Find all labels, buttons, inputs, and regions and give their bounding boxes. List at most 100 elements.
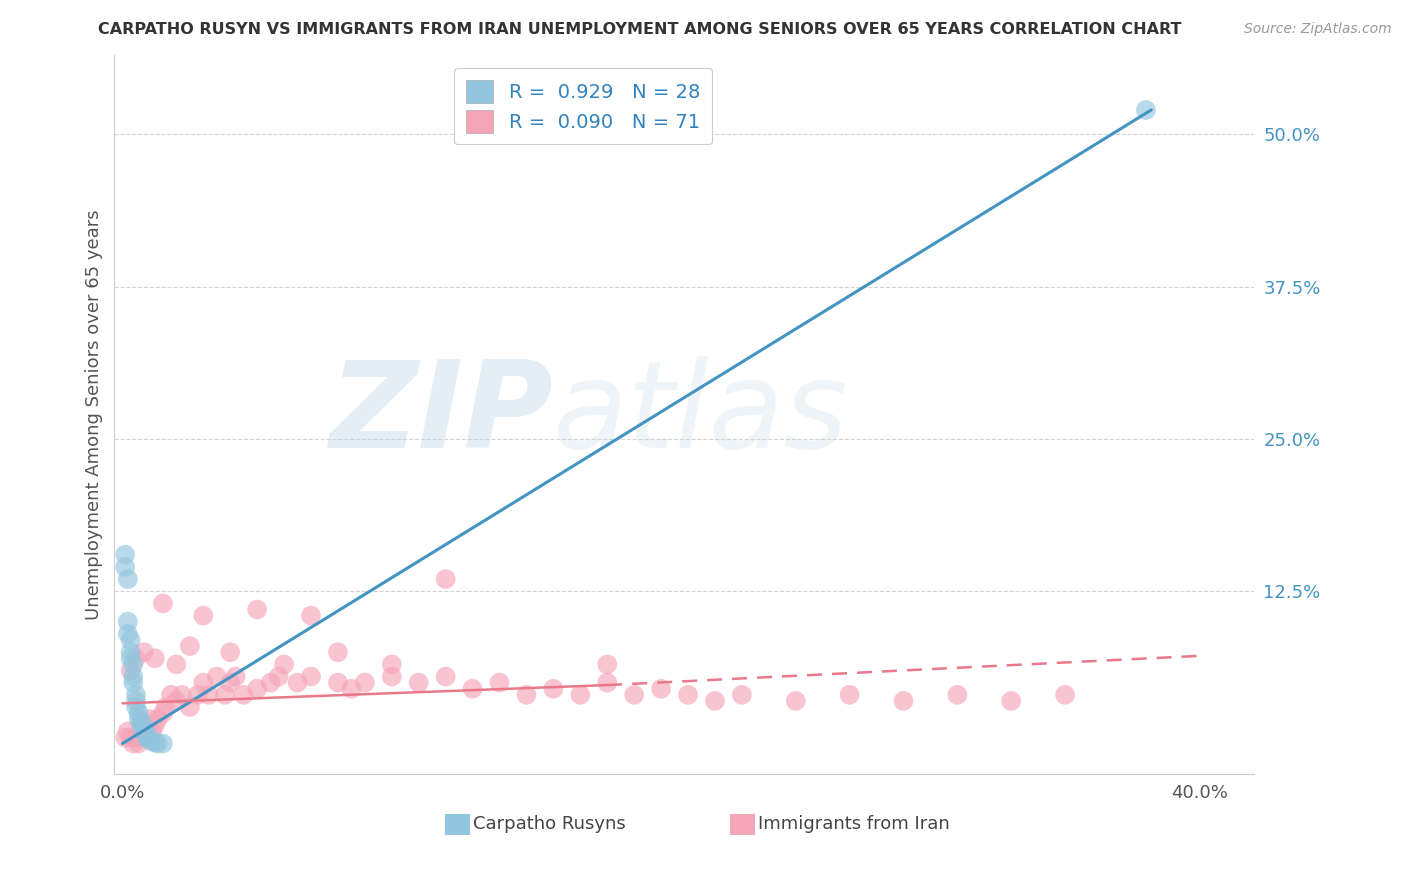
Point	[125, 700, 148, 714]
Point	[138, 732, 160, 747]
Text: atlas: atlas	[553, 356, 848, 473]
Point	[138, 712, 160, 726]
Point	[434, 669, 457, 683]
Point	[1000, 694, 1022, 708]
Point	[143, 651, 166, 665]
Point	[132, 724, 155, 739]
Point	[326, 675, 349, 690]
Text: CARPATHO RUSYN VS IMMIGRANTS FROM IRAN UNEMPLOYMENT AMONG SENIORS OVER 65 YEARS : CARPATHO RUSYN VS IMMIGRANTS FROM IRAN U…	[98, 22, 1182, 37]
Point	[596, 657, 619, 672]
Point	[838, 688, 860, 702]
Point	[120, 645, 142, 659]
Point	[785, 694, 807, 708]
Point	[135, 731, 157, 745]
Point	[596, 675, 619, 690]
Point	[120, 632, 142, 647]
Point	[205, 669, 228, 683]
Point	[340, 681, 363, 696]
Point	[179, 639, 201, 653]
Y-axis label: Unemployment Among Seniors over 65 years: Unemployment Among Seniors over 65 years	[86, 210, 103, 620]
Point	[143, 735, 166, 749]
Point	[160, 688, 183, 702]
Point	[152, 596, 174, 610]
Point	[155, 700, 177, 714]
Text: Immigrants from Iran: Immigrants from Iran	[758, 815, 950, 833]
Point	[152, 706, 174, 720]
Point	[187, 688, 209, 702]
Point	[515, 688, 537, 702]
Point	[141, 724, 163, 739]
Point	[122, 669, 145, 683]
FancyBboxPatch shape	[444, 814, 470, 835]
Point	[141, 734, 163, 748]
Point	[128, 737, 150, 751]
Point	[143, 718, 166, 732]
Point	[488, 675, 510, 690]
Point	[193, 608, 215, 623]
Point	[704, 694, 727, 708]
Point	[650, 681, 672, 696]
Point	[132, 645, 155, 659]
Point	[434, 572, 457, 586]
Point	[543, 681, 565, 696]
Point	[114, 560, 136, 574]
Point	[381, 669, 404, 683]
Point	[214, 688, 236, 702]
Point	[1054, 688, 1077, 702]
Legend: R =  0.929   N = 28, R =  0.090   N = 71: R = 0.929 N = 28, R = 0.090 N = 71	[454, 69, 711, 145]
Point	[131, 714, 153, 729]
Point	[125, 688, 148, 702]
Point	[132, 721, 155, 735]
Point	[122, 675, 145, 690]
Point	[299, 669, 322, 683]
Point	[731, 688, 754, 702]
Point	[146, 712, 169, 726]
Point	[569, 688, 592, 702]
Text: Carpatho Rusyns: Carpatho Rusyns	[474, 815, 626, 833]
Point	[117, 627, 139, 641]
Point	[408, 675, 430, 690]
Point	[131, 718, 153, 732]
Point	[946, 688, 969, 702]
Point	[125, 694, 148, 708]
Point	[131, 724, 153, 739]
Point	[152, 737, 174, 751]
Point	[232, 688, 254, 702]
Point	[165, 694, 187, 708]
Point	[461, 681, 484, 696]
Point	[132, 731, 155, 745]
Point	[299, 608, 322, 623]
Point	[179, 700, 201, 714]
Point	[122, 737, 145, 751]
Point	[676, 688, 699, 702]
Point	[117, 724, 139, 739]
Point	[259, 675, 281, 690]
Point	[287, 675, 309, 690]
Point	[135, 724, 157, 739]
Point	[135, 727, 157, 741]
Point	[354, 675, 377, 690]
Point	[273, 657, 295, 672]
Point	[1135, 103, 1157, 117]
Point	[120, 731, 142, 745]
Point	[225, 669, 247, 683]
Point	[193, 675, 215, 690]
Point	[893, 694, 915, 708]
Point	[128, 712, 150, 726]
Point	[125, 651, 148, 665]
Point	[114, 548, 136, 562]
Point	[117, 615, 139, 629]
Point	[170, 688, 193, 702]
Point	[120, 651, 142, 665]
Point	[120, 664, 142, 678]
Point	[122, 657, 145, 672]
Point	[146, 737, 169, 751]
Point	[326, 645, 349, 659]
Point	[125, 731, 148, 745]
Point	[219, 645, 242, 659]
Point	[623, 688, 645, 702]
Point	[197, 688, 219, 702]
Point	[267, 669, 290, 683]
Point	[117, 572, 139, 586]
FancyBboxPatch shape	[730, 814, 755, 835]
